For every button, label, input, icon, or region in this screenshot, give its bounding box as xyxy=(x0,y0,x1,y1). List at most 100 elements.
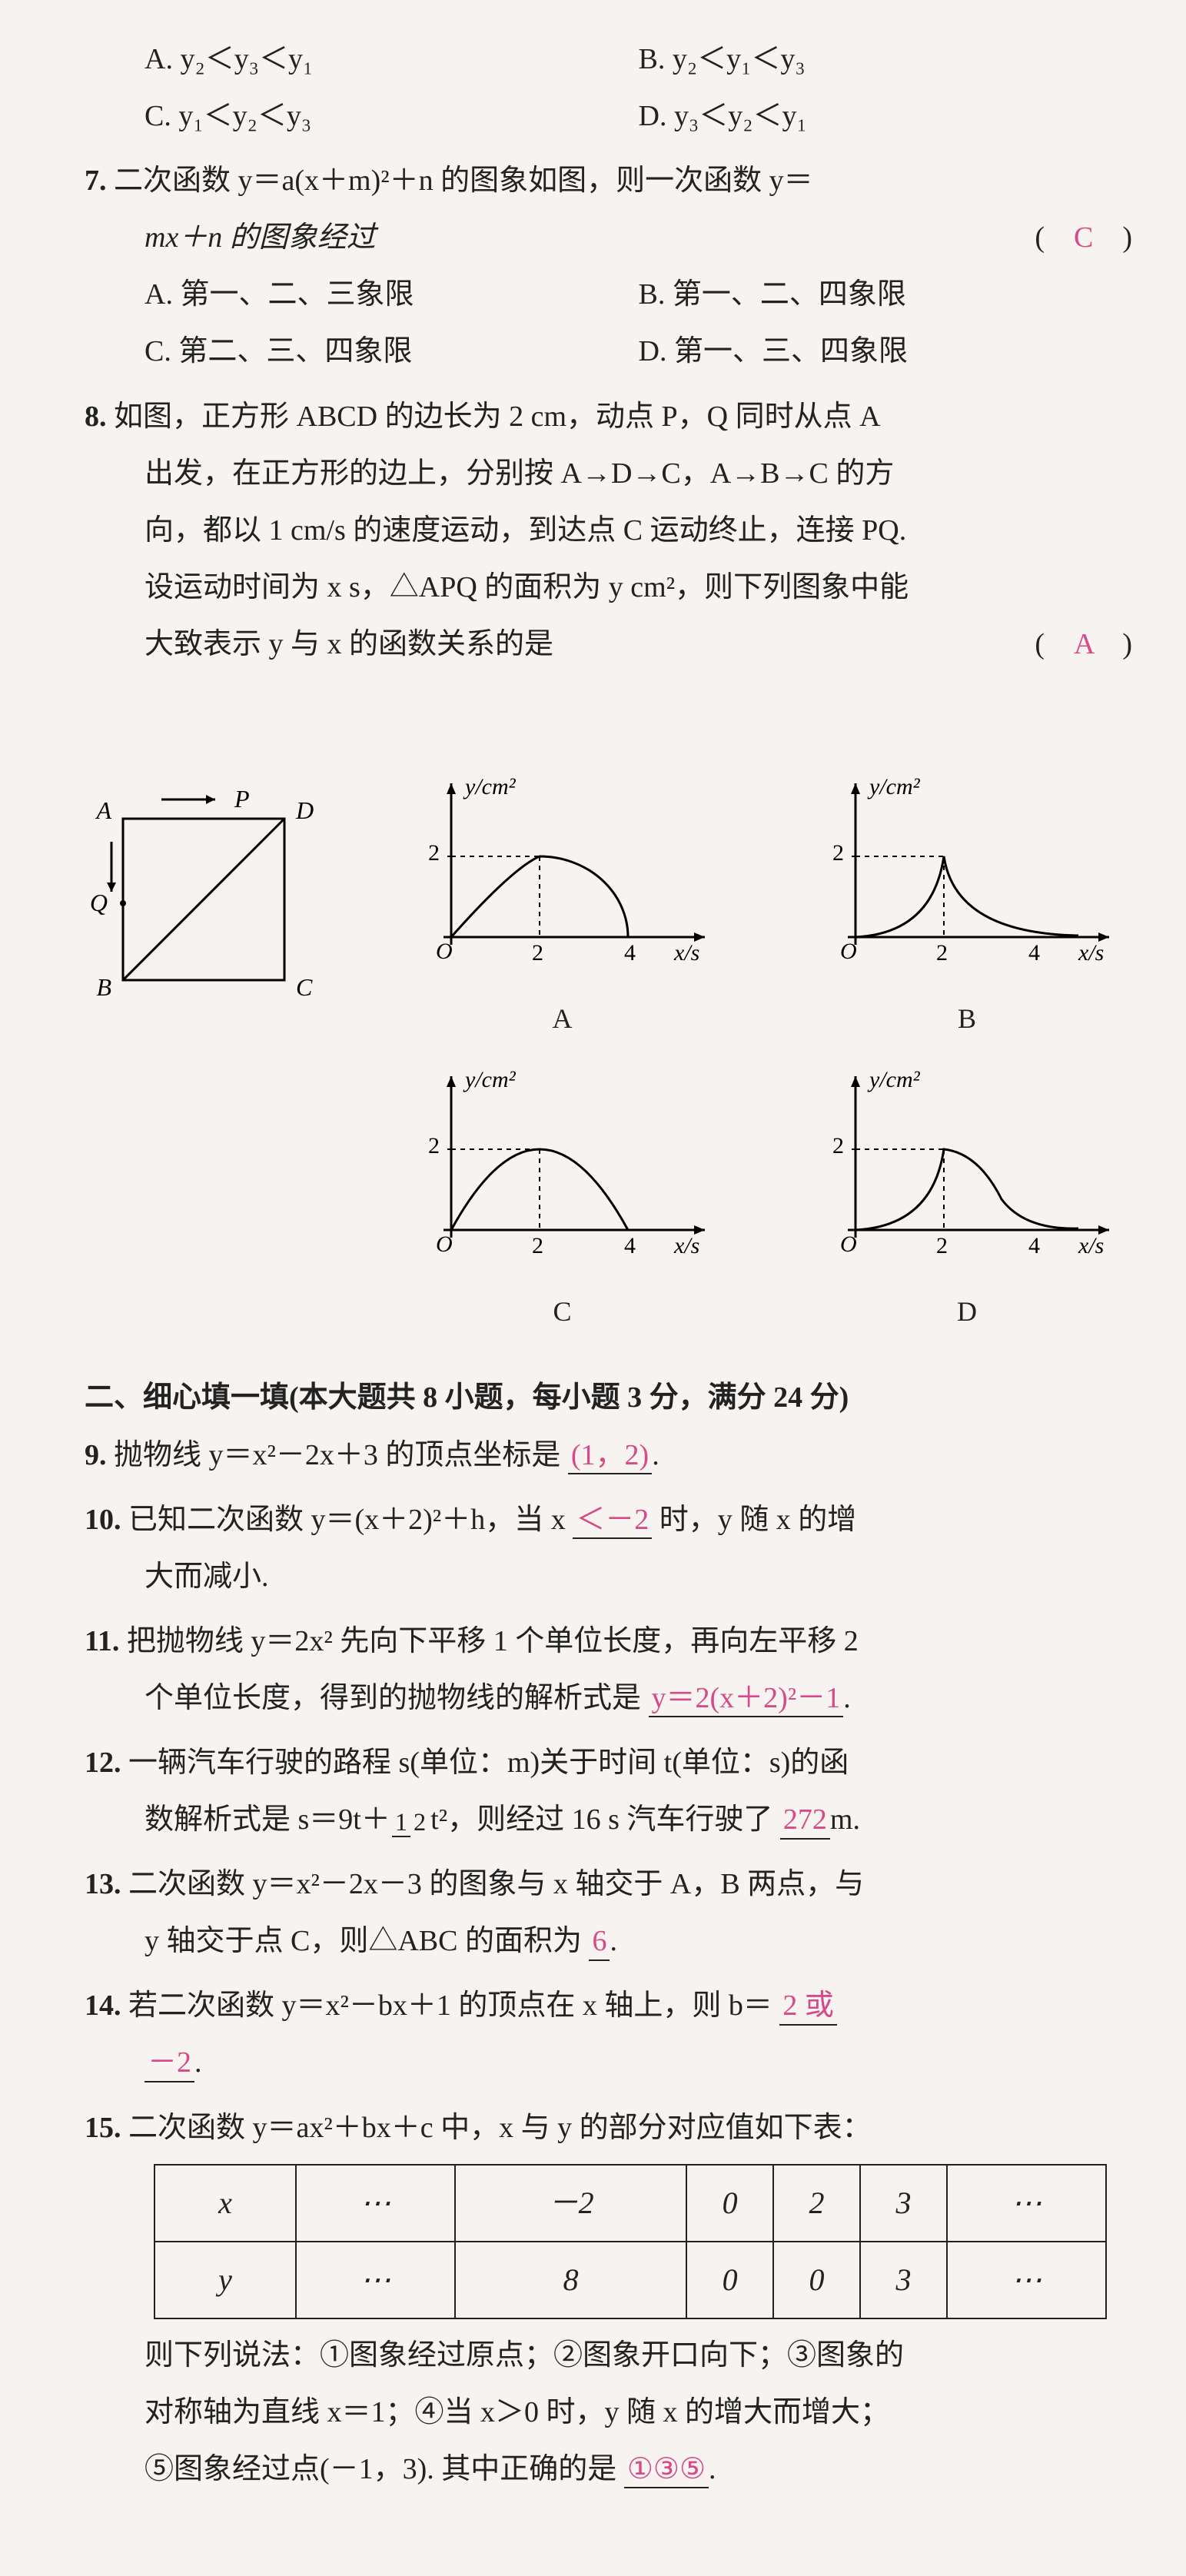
q8-fig-row1: A D B C P Q xyxy=(85,688,1132,1045)
q10-blank: ＜－2 xyxy=(573,1503,652,1540)
q12-blank: 272 xyxy=(780,1803,830,1840)
q14-line2: －2. xyxy=(145,2034,1132,2091)
q15-row-y: y ⋯ 8 0 0 3 ⋯ xyxy=(154,2242,1106,2318)
q15-line4: ⑤图象经过点(－1，3). 其中正确的是 ①③⑤. xyxy=(145,2441,1132,2498)
q8-line2: 出发，在正方形的边上，分别按 A→D→C，A→B→C 的方 xyxy=(145,445,1132,502)
gd-x4: 4 xyxy=(1028,1233,1040,1258)
q15: 15. 二次函数 y＝ax²＋bx＋c 中，x 与 y 的部分对应值如下表： x… xyxy=(85,2099,1132,2498)
ga-y2: 2 xyxy=(428,840,440,866)
gb-y2: 2 xyxy=(832,840,844,866)
q10-text1: 已知二次函数 y＝(x＋2)²＋h，当 x xyxy=(128,1504,566,1536)
q15-text1: 二次函数 y＝ax²＋bx＋c 中，x 与 y 的部分对应值如下表： xyxy=(128,2112,872,2144)
q13-num: 13. xyxy=(85,1868,121,1900)
q15-tail: . xyxy=(709,2453,716,2485)
q15-y-5: ⋯ xyxy=(947,2242,1106,2318)
gc-x4: 4 xyxy=(624,1233,636,1258)
q7-text2: mx＋n 的图象经过 xyxy=(145,221,376,254)
gc-xlabel: x/s xyxy=(673,1233,699,1258)
q8-graph-a: y/cm² x/s O 2 2 4 A xyxy=(397,768,728,1045)
q8-fig-row2: y/cm² x/s O 2 2 4 C xyxy=(85,1061,1132,1338)
q13: 13. 二次函数 y＝x²－2x－3 的图象与 x 轴交于 A，B 两点，与 y… xyxy=(85,1856,1132,1969)
q12-text2b: t²，则经过 16 s 汽车行驶了 xyxy=(430,1803,772,1836)
q9-num: 9. xyxy=(85,1439,107,1471)
q7-opt-a: A. 第一、二、三象限 xyxy=(145,266,639,323)
gb-x4: 4 xyxy=(1028,940,1040,966)
q8-ans-letter: A xyxy=(1074,628,1093,660)
q11-tail: . xyxy=(843,1682,851,1714)
q8-label-c: C xyxy=(397,1285,728,1338)
q15-line2: 则下列说法：①图象经过原点；②图象开口向下；③图象的 xyxy=(145,2327,1132,2384)
q8-graph-d-svg: y/cm² x/s O 2 2 4 xyxy=(802,1061,1132,1261)
q6-options: A. y₂＜y₃＜y₁ B. y₂＜y₁＜y₃ C. y₁＜y₂＜y₃ D. y… xyxy=(145,31,1132,145)
q12-frac: 12 xyxy=(392,1810,429,1834)
q8-line4: 设运动时间为 x s，△APQ 的面积为 y cm²，则下列图象中能 xyxy=(145,559,1132,616)
q11-line2: 个单位长度，得到的抛物线的解析式是 y＝2(x＋2)²－1. xyxy=(145,1670,1132,1727)
q6-opt-a: A. y₂＜y₃＜y₁ xyxy=(145,31,639,88)
q11-text2a: 个单位长度，得到的抛物线的解析式是 xyxy=(145,1682,641,1714)
q9-tail: . xyxy=(652,1439,659,1471)
q12-frac-den: 2 xyxy=(410,1808,429,1836)
gd-o: O xyxy=(840,1231,857,1257)
q8-graph-a-svg: y/cm² x/s O 2 2 4 xyxy=(397,768,728,968)
q10-line2: 大而减小. xyxy=(145,1548,1132,1605)
q7-line2: mx＋n 的图象经过 ( C ) xyxy=(145,209,1132,266)
page: A. y₂＜y₃＜y₁ B. y₂＜y₁＜y₃ C. y₁＜y₂＜y₃ D. y… xyxy=(0,0,1186,2576)
q9: 9. 抛物线 y＝x²－2x＋3 的顶点坐标是 (1，2). xyxy=(85,1427,1132,1484)
q8-graph-b-svg: y/cm² x/s O 2 2 4 xyxy=(802,768,1132,968)
q15-line1: 15. 二次函数 y＝ax²＋bx＋c 中，x 与 y 的部分对应值如下表： xyxy=(85,2099,1132,2156)
gd-x2: 2 xyxy=(936,1233,948,1258)
q7-text1: 二次函数 y＝a(x＋m)²＋n 的图象如图，则一次函数 y＝ xyxy=(114,165,813,197)
q12-num: 12. xyxy=(85,1747,121,1779)
sq-a: A xyxy=(95,796,111,824)
q14-text1: 若二次函数 y＝x²－bx＋1 的顶点在 x 轴上，则 b＝ xyxy=(128,1989,772,2022)
q15-y-1: 8 xyxy=(455,2242,686,2318)
q14-blank2: －2 xyxy=(145,2046,194,2082)
q15-x-2: 0 xyxy=(686,2165,773,2242)
q6-opt-c: C. y₁＜y₂＜y₃ xyxy=(145,88,639,145)
gc-o: O xyxy=(436,1231,453,1257)
q12-tail: m. xyxy=(830,1803,860,1836)
q7-row1: A. 第一、二、三象限 B. 第一、二、四象限 xyxy=(145,266,1132,323)
q7-opt-d: D. 第一、三、四象限 xyxy=(639,323,1133,380)
q10-line1: 10. 已知二次函数 y＝(x＋2)²＋h，当 x ＜－2 时，y 随 x 的增 xyxy=(85,1491,1132,1548)
gc-ylabel: y/cm² xyxy=(463,1067,517,1092)
gb-ylabel: y/cm² xyxy=(867,774,921,799)
q15-row-x: x ⋯ －2 0 2 3 ⋯ xyxy=(154,2165,1106,2242)
q14-line1: 14. 若二次函数 y＝x²－bx＋1 的顶点在 x 轴上，则 b＝ 2 或 xyxy=(85,1977,1132,2034)
q8-text1: 如图，正方形 ABCD 的边长为 2 cm，动点 P，Q 同时从点 A xyxy=(114,401,881,433)
q12-line1: 12. 一辆汽车行驶的路程 s(单位：m)关于时间 t(单位：s)的函 xyxy=(85,1734,1132,1791)
sq-d: D xyxy=(295,796,314,824)
q12-text1: 一辆汽车行驶的路程 s(单位：m)关于时间 t(单位：s)的函 xyxy=(128,1747,849,1779)
gb-xlabel: x/s xyxy=(1078,940,1104,966)
ga-ylabel: y/cm² xyxy=(463,774,517,799)
q15-y-2: 0 xyxy=(686,2242,773,2318)
section2-title: 二、细心填一填(本大题共 8 小题，每小题 3 分，满分 24 分) xyxy=(85,1369,1132,1426)
q8-line3: 向，都以 1 cm/s 的速度运动，到达点 C 运动终止，连接 PQ. xyxy=(145,502,1132,559)
gc-x2: 2 xyxy=(532,1233,543,1258)
sq-b: B xyxy=(96,973,111,1001)
q8-label-b: B xyxy=(802,992,1132,1045)
q8-label-d: D xyxy=(802,1285,1132,1338)
q12-text2a: 数解析式是 s＝9t＋ xyxy=(145,1803,390,1836)
q8-line5: 大致表示 y 与 x 的函数关系的是 ( A ) xyxy=(145,616,1132,673)
q14-tail: . xyxy=(194,2046,202,2079)
q9-blank: (1，2) xyxy=(568,1438,652,1475)
q8: 8. 如图，正方形 ABCD 的边长为 2 cm，动点 P，Q 同时从点 A 出… xyxy=(85,388,1132,1339)
q14: 14. 若二次函数 y＝x²－bx＋1 的顶点在 x 轴上，则 b＝ 2 或 －… xyxy=(85,1977,1132,2091)
q14-blank1: 2 或 xyxy=(779,1989,837,2026)
q7-options: A. 第一、二、三象限 B. 第一、二、四象限 C. 第二、三、四象限 D. 第… xyxy=(145,266,1132,380)
gc-y2: 2 xyxy=(428,1133,440,1158)
sq-p: P xyxy=(234,785,250,813)
q8-graph-b: y/cm² x/s O 2 2 4 B xyxy=(802,768,1132,1045)
q13-text2: y 轴交于点 C，则△ABC 的面积为 xyxy=(145,1925,582,1957)
q7-opt-b: B. 第一、二、四象限 xyxy=(639,266,1133,323)
gd-xlabel: x/s xyxy=(1078,1233,1104,1258)
q9-text: 抛物线 y＝x²－2x＋3 的顶点坐标是 xyxy=(114,1439,560,1471)
q15-y-0: ⋯ xyxy=(296,2242,455,2318)
q11-num: 11. xyxy=(85,1625,119,1657)
gd-ylabel: y/cm² xyxy=(867,1067,921,1092)
q11-text1: 把抛物线 y＝2x² 先向下平移 1 个单位长度，再向左平移 2 xyxy=(127,1625,859,1657)
q13-blank: 6 xyxy=(589,1924,610,1961)
q15-y-4: 3 xyxy=(860,2242,947,2318)
q12: 12. 一辆汽车行驶的路程 s(单位：m)关于时间 t(单位：s)的函 数解析式… xyxy=(85,1734,1132,1848)
